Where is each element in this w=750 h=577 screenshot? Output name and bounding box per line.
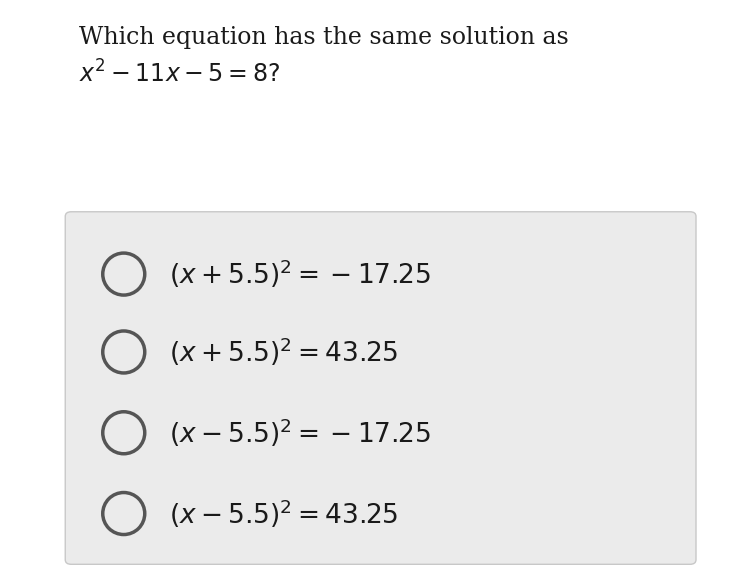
Text: $(x + 5.5)^2 = -17.25$: $(x + 5.5)^2 = -17.25$: [169, 258, 430, 290]
Ellipse shape: [103, 331, 145, 373]
Ellipse shape: [103, 412, 145, 454]
Text: $(x - 5.5)^2 = 43.25$: $(x - 5.5)^2 = 43.25$: [169, 497, 398, 530]
Text: Which equation has the same solution as: Which equation has the same solution as: [79, 26, 568, 49]
Ellipse shape: [103, 253, 145, 295]
Text: $x^2 - 11x - 5 = 8?$: $x^2 - 11x - 5 = 8?$: [79, 61, 280, 88]
FancyBboxPatch shape: [65, 212, 696, 564]
Text: $(x + 5.5)^2 = 43.25$: $(x + 5.5)^2 = 43.25$: [169, 336, 398, 368]
Ellipse shape: [103, 493, 145, 534]
Text: $(x - 5.5)^2 = -17.25$: $(x - 5.5)^2 = -17.25$: [169, 417, 430, 449]
